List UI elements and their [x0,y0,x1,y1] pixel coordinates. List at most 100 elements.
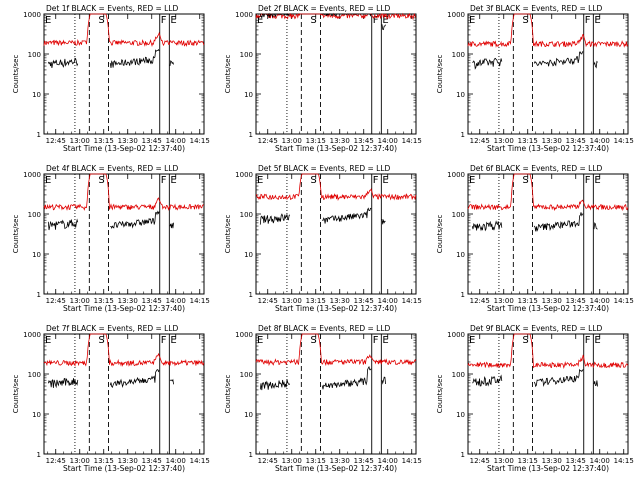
y-tick-label: 100 [452,371,465,379]
x-tick-label: 14:00 [378,137,398,145]
marker-label: S [98,15,104,26]
y-tick-label: 10 [32,251,41,259]
x-tick-label: 13:15 [94,297,114,305]
y-tick-label: 1 [249,291,253,299]
y-tick-label: 1 [249,451,253,459]
y-tick-label: 1 [461,291,465,299]
x-tick-label: 14:00 [166,297,186,305]
x-tick-label: 14:15 [614,297,634,305]
y-axis-label: Counts/sec [436,55,444,94]
y-tick-label: 1000 [23,171,41,179]
x-tick-label: 14:15 [402,457,422,465]
x-tick-label: 13:00 [282,297,302,305]
x-tick-label: 14:15 [614,457,634,465]
x-tick-label: 13:45 [142,457,162,465]
y-tick-label: 100 [452,51,465,59]
y-tick-label: 10 [456,411,465,419]
marker-label: S [310,335,316,346]
plot-frame [467,173,629,295]
x-tick-label: 13:00 [494,457,514,465]
x-tick-label: 13:30 [542,457,562,465]
events-series-line [471,212,598,233]
marker-label: S [522,335,528,346]
x-tick-label: 13:00 [282,137,302,145]
y-tick-label: 10 [32,91,41,99]
y-tick-label: 10 [32,411,41,419]
x-tick-label: 13:15 [306,297,326,305]
panel-title: Det 2f BLACK = Events, RED = LLD [258,4,391,13]
x-tick-label: 13:45 [354,457,374,465]
marker-label: F [161,335,167,346]
marker-label: E [382,175,388,186]
lld-series-line [255,333,417,367]
x-axis-label: Start Time (13-Sep-02 12:37:40) [63,304,185,313]
panel-det-5: Det 5f BLACK = Events, RED = LLD 1 10 100 10… [224,164,422,313]
x-axis-label: Start Time (13-Sep-02 12:37:40) [275,464,397,473]
x-tick-label: 12:45 [470,297,490,305]
marker-label: F [373,335,379,346]
x-tick-label: 14:00 [590,457,610,465]
x-tick-label: 14:00 [166,457,186,465]
marker-label: E [170,15,176,26]
x-tick-label: 12:45 [258,137,278,145]
y-tick-label: 100 [240,51,253,59]
lld-series-line [43,333,205,367]
marker-label: S [310,15,316,26]
marker-label: S [98,335,104,346]
y-tick-label: 1000 [447,171,465,179]
x-tick-label: 14:15 [614,137,634,145]
x-tick-label: 13:15 [518,457,538,465]
events-series-line [259,207,386,225]
y-tick-label: 1000 [447,331,465,339]
panel-det-6: Det 6f BLACK = Events, RED = LLD 1 10 100 10… [436,164,634,313]
y-tick-label: 10 [456,91,465,99]
panel-det-9: Det 9f BLACK = Events, RED = LLD 1 10 100 10… [436,324,634,473]
y-axis-label: Counts/sec [224,375,232,414]
lld-series-line [255,12,417,21]
lld-series-line [256,173,417,201]
y-tick-label: 100 [28,211,41,219]
marker-label: E [45,335,51,346]
y-tick-label: 10 [456,251,465,259]
events-series-line [47,369,174,389]
x-axis-label: Start Time (13-Sep-02 12:37:40) [63,464,185,473]
x-tick-label: 13:00 [70,137,90,145]
panel-det-7: Det 7f BLACK = Events, RED = LLD 1 10 100 10… [12,324,210,473]
plot-frame [255,333,417,455]
x-tick-label: 13:15 [518,137,538,145]
x-tick-label: 14:15 [190,297,210,305]
marker-label: S [310,175,316,186]
x-tick-label: 13:45 [142,137,162,145]
marker-label: S [522,15,528,26]
x-tick-label: 13:15 [518,297,538,305]
y-axis-label: Counts/sec [12,55,20,94]
y-tick-label: 1 [37,131,41,139]
x-tick-label: 12:45 [46,457,66,465]
x-tick-label: 13:00 [70,297,90,305]
x-tick-label: 14:00 [166,137,186,145]
plot-frame [43,13,205,135]
plot-frame [467,13,629,135]
marker-label: E [469,175,475,186]
y-tick-label: 100 [452,211,465,219]
marker-label: E [257,175,263,186]
x-tick-label: 13:00 [282,457,302,465]
marker-label: E [594,335,600,346]
x-tick-label: 12:45 [258,297,278,305]
x-tick-label: 13:30 [330,297,350,305]
y-tick-label: 10 [244,91,253,99]
lld-series-line [467,333,629,370]
panel-title: Det 7f BLACK = Events, RED = LLD [46,324,179,333]
x-tick-label: 14:15 [402,137,422,145]
x-tick-label: 13:45 [354,137,374,145]
x-axis-label: Start Time (13-Sep-02 12:37:40) [63,144,185,153]
x-tick-label: 14:00 [590,297,610,305]
y-tick-label: 1 [37,451,41,459]
marker-label: E [170,175,176,186]
panel-title: Det 3f BLACK = Events, RED = LLD [470,4,603,13]
marker-label: S [522,175,528,186]
y-tick-label: 100 [240,211,253,219]
x-tick-label: 13:45 [566,137,586,145]
marker-label: E [469,335,475,346]
